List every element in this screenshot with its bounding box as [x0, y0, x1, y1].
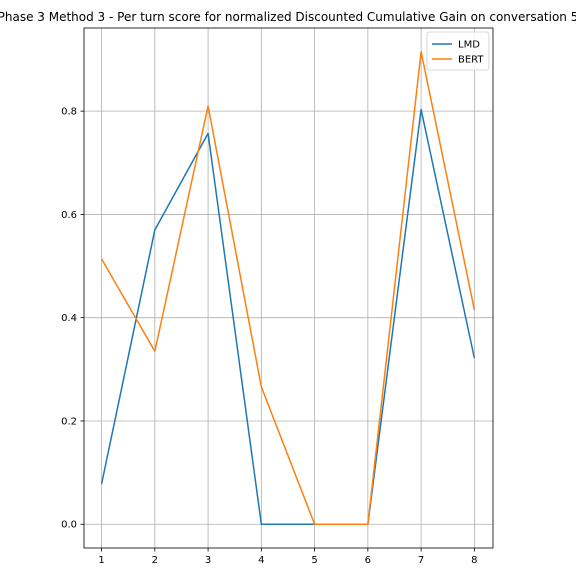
legend-label-bert: BERT — [458, 55, 484, 66]
y-tick-label: 0.8 — [61, 107, 77, 118]
chart-title: Phase 3 Method 3 - Per turn score for no… — [0, 10, 576, 24]
legend-box — [426, 31, 490, 71]
x-tick-label: 7 — [418, 555, 424, 566]
x-tick-label: 2 — [152, 555, 158, 566]
x-tick-label: 6 — [365, 555, 371, 566]
plot-frame — [83, 27, 494, 549]
x-tick-label: 3 — [205, 555, 211, 566]
legend-label-lmd: LMD — [458, 40, 480, 51]
series-group — [100, 51, 476, 525]
ticks: 1 2 3 4 5 6 7 8 0.0 0.2 0.4 0.6 0.8 — [61, 107, 477, 566]
grid — [84, 28, 493, 548]
y-tick-label: 0.4 — [61, 313, 77, 324]
series-line-bert — [100, 51, 476, 525]
x-tick-label: 1 — [98, 555, 104, 566]
x-tick-label: 4 — [258, 555, 264, 566]
x-tick-label: 5 — [311, 555, 317, 566]
legend: LMD BERT — [426, 31, 490, 71]
x-tick-label: 8 — [471, 555, 477, 566]
y-tick-label: 0.6 — [61, 210, 77, 221]
series-line-lmd — [100, 108, 476, 525]
y-tick-label: 0.0 — [61, 520, 77, 531]
y-tick-label: 0.2 — [61, 416, 77, 427]
